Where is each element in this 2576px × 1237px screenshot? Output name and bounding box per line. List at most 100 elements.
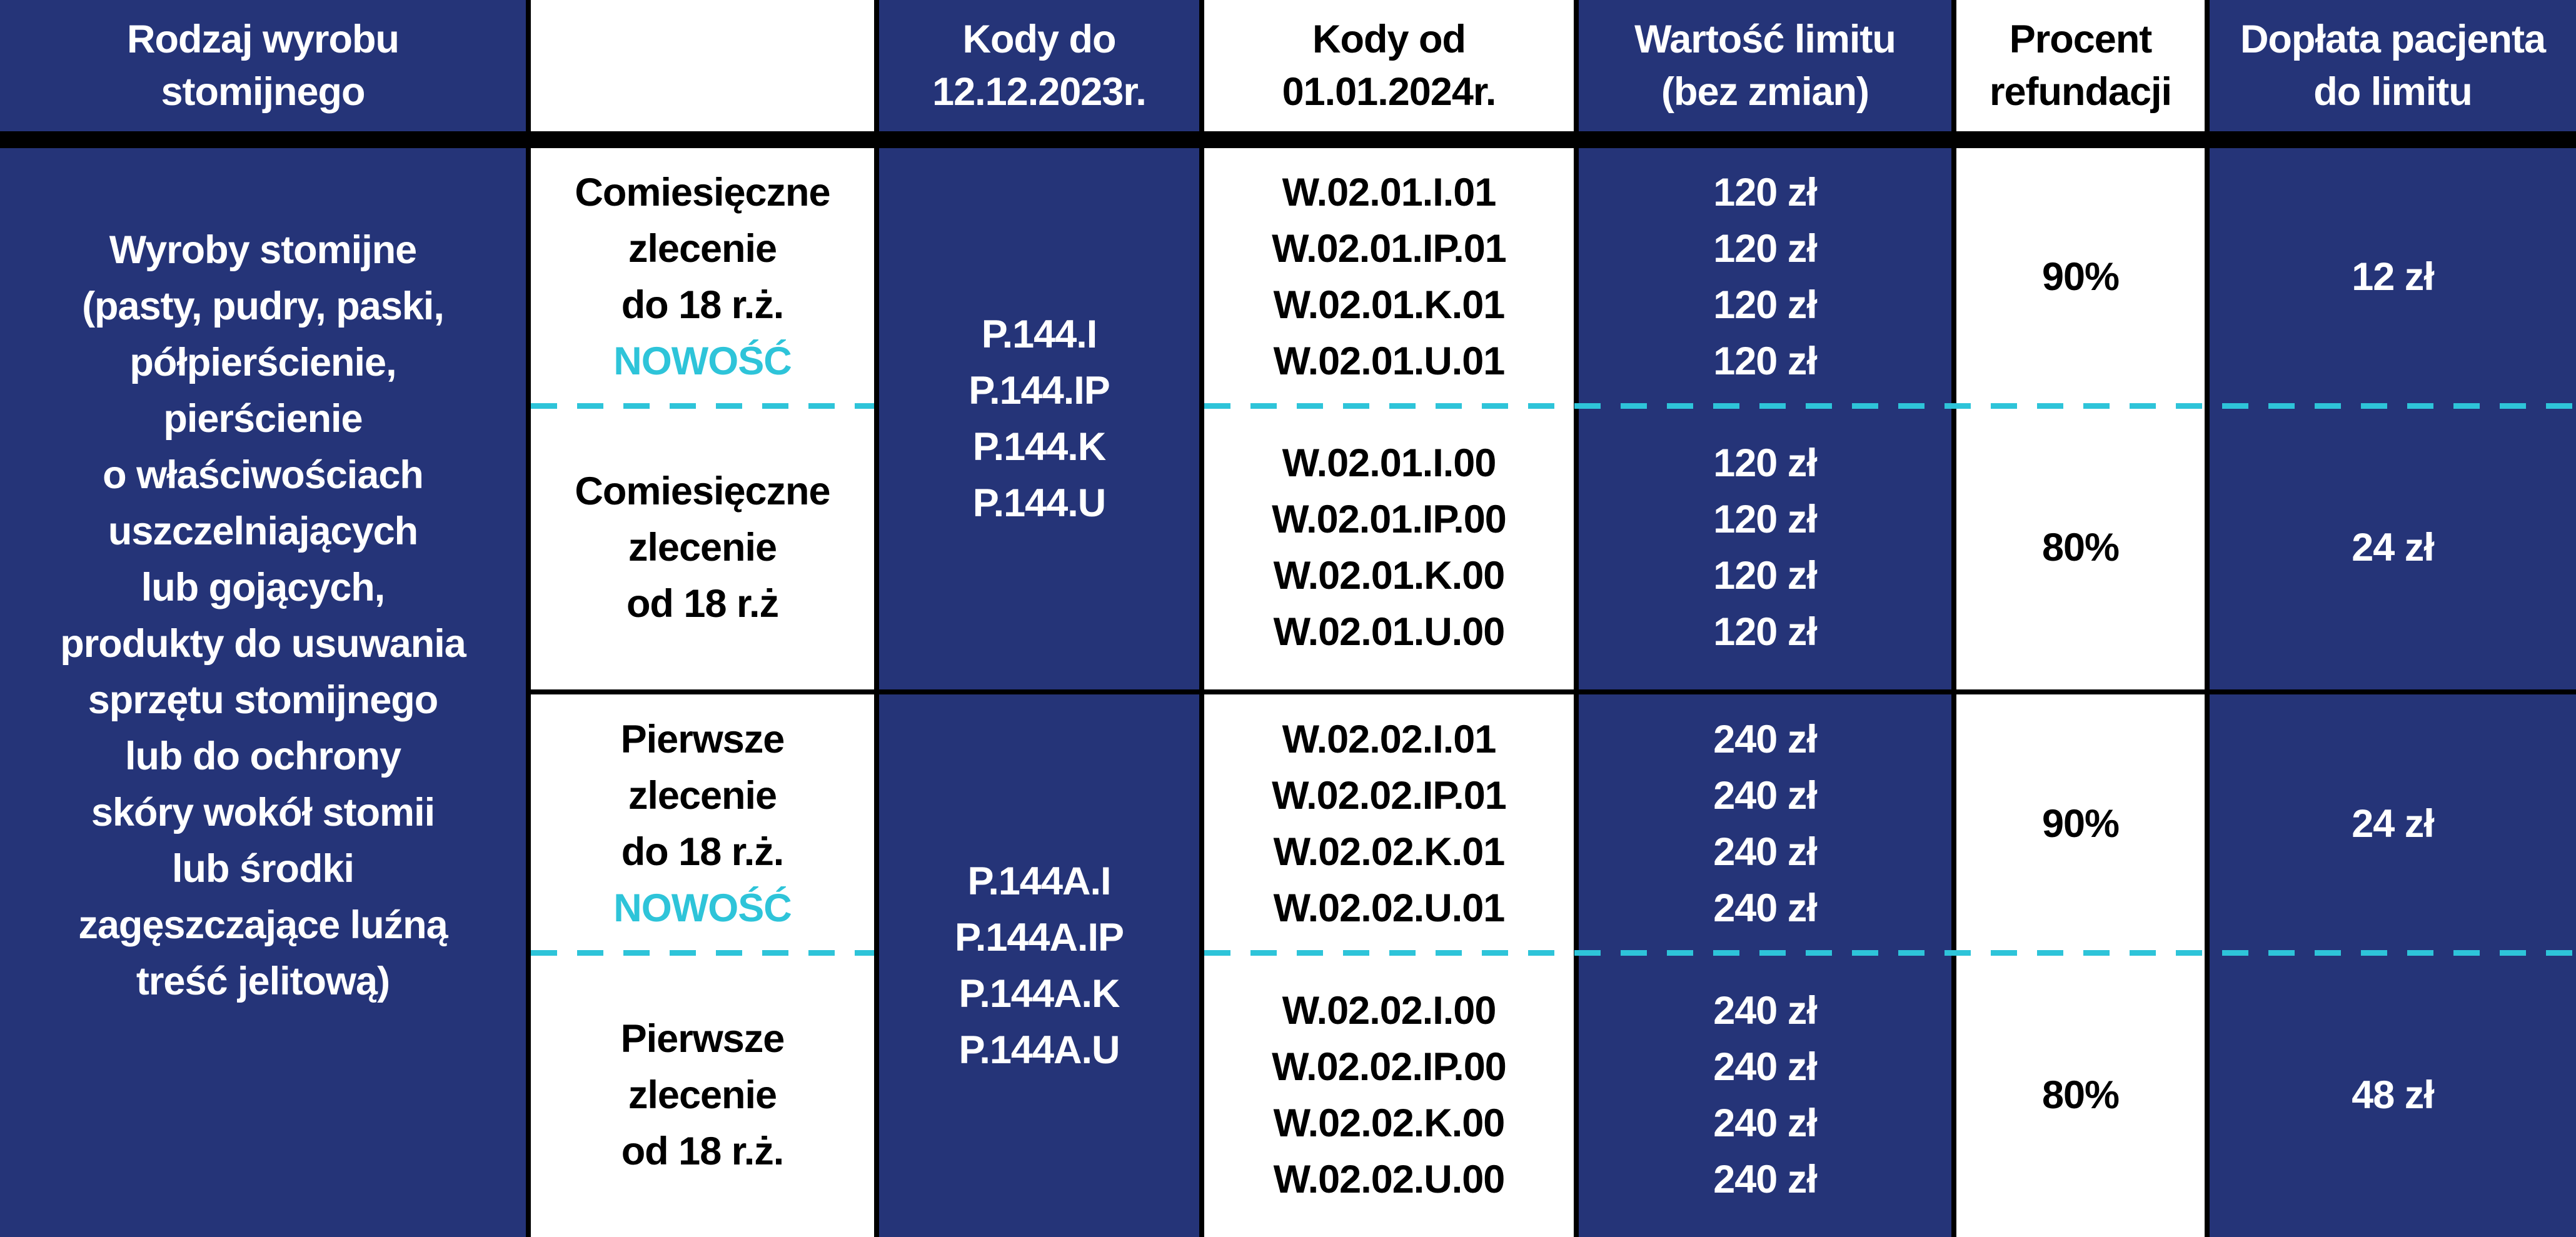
order-type-line: do 18 r.ż. bbox=[621, 283, 785, 327]
old-codes-cell: P.144.I P.144.IP P.144.K P.144.U bbox=[879, 148, 1199, 689]
old-code: P.144A.K bbox=[958, 972, 1120, 1016]
new-codes-cell: W.02.01.I.01 W.02.01.IP.01 W.02.01.K.01 W.0… bbox=[1204, 148, 1574, 406]
limit-value-cell: 120 zł 120 zł 120 zł 120 zł bbox=[1579, 406, 1951, 689]
new-code: W.02.01.U.00 bbox=[1273, 610, 1506, 654]
order-type-cell: Comiesięczne zlecenie do 18 r.ż. NOWOŚĆ bbox=[531, 148, 874, 406]
limit-value-cell: 240 zł 240 zł 240 zł 240 zł bbox=[1579, 694, 1951, 953]
new-code: W.02.02.I.00 bbox=[1282, 988, 1497, 1033]
patient-copay-cell: 48 zł bbox=[2210, 953, 2576, 1237]
patient-copay: 24 zł bbox=[2352, 801, 2435, 846]
limit-value: 240 zł bbox=[1713, 829, 1818, 874]
product-description-line: (pasty, pudry, paski, bbox=[82, 284, 445, 328]
dashed-divider bbox=[531, 950, 874, 956]
old-code: P.144A.U bbox=[958, 1028, 1120, 1072]
product-description-line: lub do ochrony bbox=[125, 734, 401, 778]
header-text: (bez zmian) bbox=[1661, 70, 1869, 114]
limit-value: 120 zł bbox=[1713, 441, 1818, 485]
product-description-line: lub środki bbox=[171, 847, 355, 891]
new-code: W.02.01.K.01 bbox=[1273, 283, 1506, 327]
refund-percent: 80% bbox=[2041, 526, 2120, 569]
limit-value: 120 zł bbox=[1713, 610, 1818, 654]
old-code: P.144A.I bbox=[967, 859, 1111, 903]
product-description-line: lub gojących, bbox=[141, 566, 386, 609]
order-type-cell: Pierwsze zlecenie od 18 r.ż. bbox=[531, 953, 874, 1237]
new-code: W.02.01.K.00 bbox=[1273, 554, 1506, 598]
refund-percent: 90% bbox=[2041, 801, 2120, 846]
product-description-line: Wyroby stomijne bbox=[109, 228, 417, 272]
header-old-codes: Kody do 12.12.2023r. bbox=[879, 0, 1199, 131]
limit-value-cell: 240 zł 240 zł 240 zł 240 zł bbox=[1579, 953, 1951, 1237]
patient-copay: 24 zł bbox=[2352, 526, 2435, 569]
order-type-line: Comiesięczne bbox=[575, 171, 830, 214]
limit-value: 240 zł bbox=[1713, 1157, 1818, 1201]
order-type-line: Comiesięczne bbox=[575, 469, 830, 513]
order-type-line: zlecenie bbox=[628, 526, 777, 569]
new-code: W.02.02.K.00 bbox=[1273, 1101, 1506, 1145]
old-code: P.144.I bbox=[981, 313, 1098, 356]
new-code: W.02.01.IP.00 bbox=[1272, 498, 1507, 541]
limit-value: 120 zł bbox=[1713, 171, 1818, 214]
limit-value: 240 zł bbox=[1713, 886, 1818, 930]
order-type-cell: Pierwsze zlecenie do 18 r.ż. NOWOŚĆ bbox=[531, 694, 874, 953]
new-code: W.02.02.I.01 bbox=[1282, 717, 1497, 761]
patient-copay: 12 zł bbox=[2352, 255, 2435, 299]
order-type-line: zlecenie bbox=[628, 773, 777, 818]
order-type-line: do 18 r.ż. bbox=[621, 829, 785, 874]
limit-value: 120 zł bbox=[1713, 283, 1818, 327]
product-description-line: produkty do usuwania bbox=[60, 622, 466, 666]
limit-value: 240 zł bbox=[1713, 1044, 1818, 1089]
limit-value: 240 zł bbox=[1713, 717, 1818, 761]
header-text: 12.12.2023r. bbox=[932, 70, 1147, 114]
new-codes-cell: W.02.02.I.01 W.02.02.IP.01 W.02.02.K.01 W.0… bbox=[1204, 694, 1574, 953]
new-code: W.02.02.IP.00 bbox=[1272, 1044, 1507, 1089]
product-description-line: pierścienie bbox=[163, 397, 363, 441]
header-text: Procent bbox=[2009, 18, 2153, 61]
header-refund-percent: Procent refundacji bbox=[1956, 0, 2205, 131]
new-code: W.02.02.K.01 bbox=[1273, 829, 1506, 874]
header-text: refundacji bbox=[1989, 70, 2172, 114]
header-text: Wartość limitu bbox=[1634, 18, 1896, 61]
product-description-line: treść jelitową) bbox=[136, 959, 390, 1003]
new-code: W.02.02.IP.01 bbox=[1272, 773, 1507, 818]
patient-copay-cell: 24 zł bbox=[2210, 406, 2576, 689]
limit-value: 120 zł bbox=[1713, 339, 1818, 383]
header-text: Rodzaj wyrobu bbox=[126, 18, 400, 61]
patient-copay-cell: 24 zł bbox=[2210, 694, 2576, 953]
product-description-line: półpierścienie, bbox=[129, 341, 396, 384]
header-text: do limitu bbox=[2313, 70, 2472, 114]
new-code: W.02.01.IP.01 bbox=[1272, 227, 1507, 271]
header-text: Dopłata pacjenta bbox=[2240, 18, 2546, 61]
limit-value: 240 zł bbox=[1713, 1101, 1818, 1145]
refund-percent-cell: 90% bbox=[1956, 148, 2205, 406]
header-patient-copay: Dopłata pacjenta do limitu bbox=[2210, 0, 2576, 131]
header-empty bbox=[531, 0, 874, 131]
limit-value: 240 zł bbox=[1713, 988, 1818, 1033]
new-badge: NOWOŚĆ bbox=[613, 886, 792, 930]
limit-value: 120 zł bbox=[1713, 498, 1818, 541]
patient-copay: 48 zł bbox=[2352, 1073, 2435, 1117]
header-text: Kody do bbox=[962, 18, 1117, 61]
header-limit-value: Wartość limitu (bez zmian) bbox=[1579, 0, 1951, 131]
refund-percent-cell: 80% bbox=[1956, 953, 2205, 1237]
new-code: W.02.01.I.00 bbox=[1282, 441, 1497, 485]
order-type-line: Pierwsze bbox=[620, 717, 785, 761]
old-code: P.144A.IP bbox=[954, 916, 1124, 959]
product-description-line: zagęszczające luźną bbox=[78, 903, 448, 947]
old-codes-cell: P.144A.I P.144A.IP P.144A.K P.144A.U bbox=[879, 694, 1199, 1237]
order-type-line: zlecenie bbox=[628, 227, 777, 271]
product-description-line: o właściwościach bbox=[103, 453, 424, 497]
old-code: P.144.U bbox=[972, 481, 1107, 525]
header-product-type: Rodzaj wyrobu stomijnego bbox=[0, 0, 526, 131]
product-description-line: sprzętu stomijnego bbox=[88, 678, 439, 722]
dashed-divider bbox=[1204, 950, 2576, 956]
order-type-cell: Comiesięczne zlecenie od 18 r.ż bbox=[531, 406, 874, 689]
new-codes-cell: W.02.01.I.00 W.02.01.IP.00 W.02.01.K.00 W.0… bbox=[1204, 406, 1574, 689]
new-code: W.02.02.U.00 bbox=[1273, 1157, 1506, 1201]
header-new-codes: Kody od 01.01.2024r. bbox=[1204, 0, 1574, 131]
refund-percent-cell: 90% bbox=[1956, 694, 2205, 953]
limit-value: 120 zł bbox=[1713, 554, 1818, 598]
limit-value: 240 zł bbox=[1713, 773, 1818, 818]
new-codes-cell: W.02.02.I.00 W.02.02.IP.00 W.02.02.K.00 W.0… bbox=[1204, 953, 1574, 1237]
header-text: stomijnego bbox=[161, 70, 365, 114]
dashed-divider bbox=[531, 403, 874, 409]
